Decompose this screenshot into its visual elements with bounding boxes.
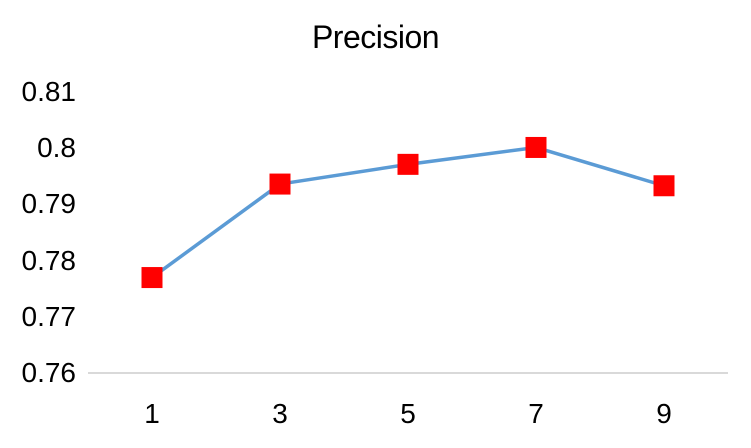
y-axis-tick-label: 0.76: [21, 357, 77, 389]
chart-title: Precision: [311, 19, 440, 55]
data-point-marker: [141, 267, 163, 289]
data-point-marker: [397, 153, 419, 175]
x-axis-line: [88, 372, 728, 374]
data-point-marker: [269, 173, 291, 195]
x-axis-tick-label: 5: [400, 398, 416, 429]
data-point-marker: [653, 175, 675, 197]
x-axis-tick-label: 7: [528, 398, 544, 429]
y-axis-tick-label: 0.77: [21, 300, 77, 332]
x-axis-tick-label: 3: [272, 398, 288, 429]
y-axis-tick-label: 0.79: [21, 188, 77, 220]
x-axis-tick-label: 1: [144, 398, 160, 429]
y-axis-tick-label: 0.81: [21, 75, 77, 107]
x-axis-tick-label: 9: [656, 398, 672, 429]
y-axis-tick-label: 0.78: [21, 244, 77, 276]
data-point-marker: [525, 136, 547, 158]
y-axis-tick-label: 0.8: [37, 132, 76, 164]
